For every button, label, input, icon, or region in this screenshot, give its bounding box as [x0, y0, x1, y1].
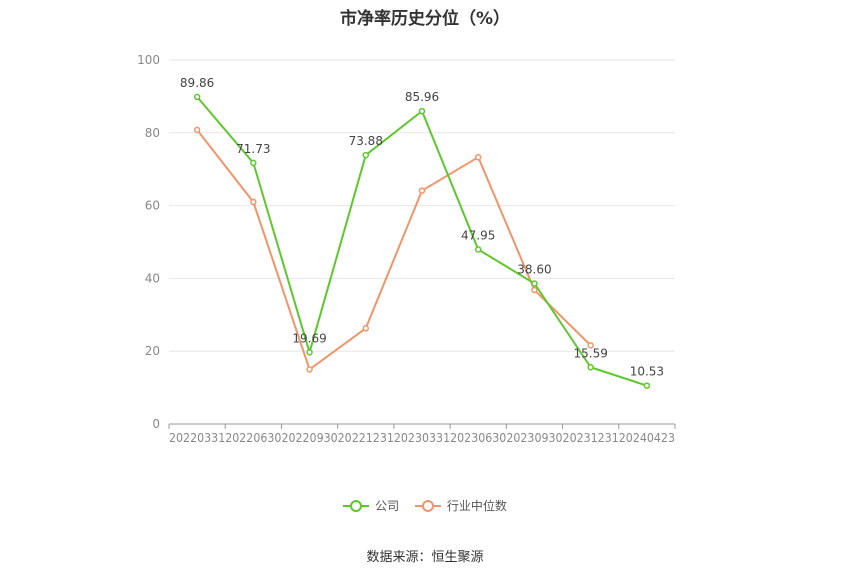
- data-point-0: [474, 246, 482, 253]
- data-label: 15.59: [573, 346, 607, 360]
- data-point-1: [418, 187, 426, 194]
- legend-item-company[interactable]: 公司: [343, 497, 399, 514]
- data-point-1: [362, 325, 370, 332]
- data-point-0: [250, 159, 257, 167]
- y-tick-label: 0: [152, 417, 160, 431]
- data-point-0: [643, 382, 651, 389]
- data-label: 85.96: [405, 90, 439, 104]
- data-point-1: [306, 366, 313, 373]
- data-labels: 89.86 71.73 19.69 73.88 85.96 47.95 38.60 15.59…: [180, 76, 664, 379]
- legend-label-industry-median: 行业中位数: [446, 499, 507, 513]
- x-tick-label: 20230630: [450, 431, 506, 445]
- y-tick-label: 80: [145, 126, 160, 140]
- grid-lines: [169, 59, 675, 352]
- x-tick-label: 20231231: [563, 431, 619, 445]
- x-tick-label: 20220630: [225, 431, 281, 445]
- data-point-1: [250, 198, 257, 206]
- data-label: 19.69: [292, 331, 326, 345]
- x-tick-label: 20230930: [506, 431, 562, 445]
- data-point-0: [362, 151, 370, 159]
- legend-item-industry-median[interactable]: 行业中位数: [414, 497, 507, 514]
- series: [193, 93, 651, 389]
- y-tick-label: 20: [145, 344, 160, 358]
- y-tick-label: 40: [145, 271, 160, 285]
- x-tick-label: 20240423: [619, 431, 675, 445]
- x-tick-label: 20221231: [338, 431, 394, 445]
- legend-marker-industry-median: [414, 499, 441, 512]
- data-point-1: [193, 126, 201, 134]
- data-point-0: [418, 107, 426, 115]
- data-point-0: [306, 349, 313, 356]
- axes: 0 20 40 60 80 100 20220331 20220630 20220930 2022…: [137, 53, 676, 445]
- series-line-0: [196, 96, 648, 387]
- data-label: 47.95: [461, 228, 495, 242]
- y-tick-label: 100: [137, 53, 160, 67]
- series-line-1: [196, 129, 592, 371]
- source-note: 数据来源：恒生聚源: [366, 550, 484, 565]
- data-point-0: [587, 364, 594, 371]
- x-tick-label: 20230331: [394, 431, 450, 445]
- data-point-0: [193, 93, 201, 101]
- y-tick-label: 60: [145, 199, 160, 213]
- data-label: 73.88: [349, 134, 383, 148]
- legend-label-company: 公司: [375, 499, 400, 513]
- x-tick-label: 20220930: [281, 431, 337, 445]
- chart-title: 市净率历史分位（%）: [339, 9, 511, 29]
- data-label: 89.86: [180, 76, 214, 90]
- data-label: 38.60: [517, 262, 551, 276]
- data-label: 10.53: [630, 365, 664, 379]
- data-label: 71.73: [236, 142, 270, 156]
- x-tick-label: 20220331: [169, 431, 225, 445]
- data-point-1: [587, 342, 594, 349]
- legend: 公司 行业中位数: [0, 497, 850, 515]
- legend-marker-company: [343, 499, 370, 512]
- data-point-0: [531, 280, 538, 287]
- data-point-1: [531, 286, 538, 294]
- data-point-1: [474, 153, 482, 161]
